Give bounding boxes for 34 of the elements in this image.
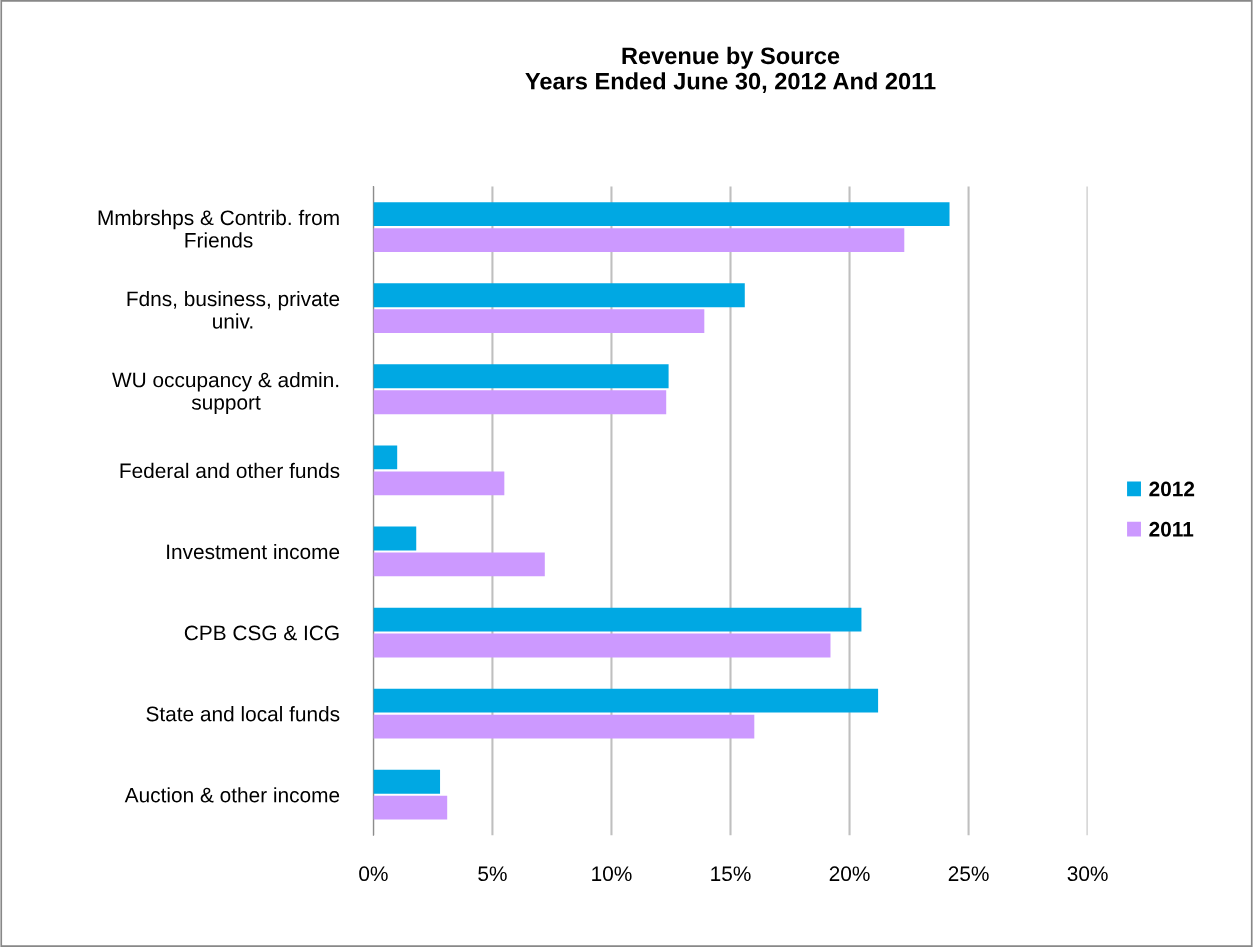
x-tick-label: 0% <box>359 866 388 882</box>
y-tick-label: State and local funds <box>146 706 340 722</box>
bar <box>373 390 667 415</box>
bar <box>373 552 545 577</box>
y-tick-label: WU occupancy & admin. support <box>112 372 339 414</box>
bar <box>373 471 505 496</box>
bar <box>373 688 879 713</box>
x-tick-label: 10% <box>592 866 632 882</box>
bar <box>373 202 950 227</box>
y-tick-label: Fdns, business, private univ. <box>127 290 340 329</box>
x-tick-label: 15% <box>711 866 751 882</box>
x-tick-label: 30% <box>1067 866 1108 882</box>
bar <box>373 309 705 334</box>
legend-label: 2012 <box>1149 481 1195 497</box>
legend-label: 2011 <box>1149 521 1194 537</box>
bar <box>373 607 862 632</box>
bar <box>373 769 441 794</box>
y-tick-label: Federal and other funds <box>120 462 340 479</box>
bar <box>373 228 905 253</box>
y-tick-label: CPB CSG & ICG <box>184 625 339 641</box>
x-tick-label: 25% <box>948 866 989 882</box>
chart-title: Revenue by Source Years Ended June 30, 2012 And 2011 <box>525 46 936 93</box>
bar <box>373 364 669 389</box>
x-tick-label: 5% <box>478 866 507 882</box>
y-tick-label: Mmbrshps & Contrib. from Friends <box>98 209 339 248</box>
bar <box>373 633 831 658</box>
bar <box>373 795 448 820</box>
bar <box>373 526 417 551</box>
bar <box>373 714 755 739</box>
y-tick-label: Auction & other income <box>124 787 340 803</box>
bar <box>373 445 398 470</box>
y-tick-label: Investment income <box>167 543 340 560</box>
bar <box>373 283 745 308</box>
x-tick-label: 20% <box>829 866 870 882</box>
